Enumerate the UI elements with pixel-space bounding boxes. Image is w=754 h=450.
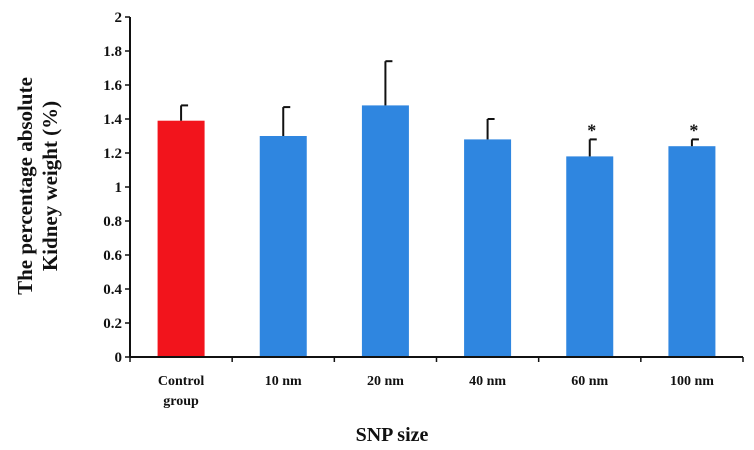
error-bar-1 [282, 106, 291, 136]
x-axis-category-labels: Control group 10 nm 20 nm 40 nm 60 nm 100 nm [158, 374, 714, 409]
y-tick-label-0: 0 [115, 350, 123, 366]
x-tick-label-1: 10 nm [265, 374, 302, 389]
error-bar-2 [384, 60, 393, 106]
x-tick-label-3: 40 nm [469, 374, 506, 389]
bars [157, 105, 716, 358]
y-tick-label-2: 0.4 [103, 282, 122, 298]
bar-4 [566, 156, 614, 357]
y-axis-ticks: 0 0.2 0.4 0.6 0.8 1 1.2 1.4 1.6 1.8 2 [103, 10, 130, 366]
y-tick-label-10: 2 [115, 10, 123, 26]
y-tick-label-9: 1.8 [103, 44, 122, 60]
y-tick-label-5: 1 [115, 180, 123, 196]
bar-1 [259, 136, 307, 357]
y-tick-label-4: 0.8 [103, 214, 122, 230]
x-tick-label-5: 100 nm [670, 374, 714, 389]
error-bar-5 [690, 138, 699, 147]
significance-marker-5: * [689, 120, 698, 140]
bar-3 [464, 139, 512, 357]
x-tick-label-4: 60 nm [571, 374, 608, 389]
error-bar-3 [486, 118, 495, 140]
bar-2 [361, 105, 409, 358]
y-axis-title-line-1: The percentage absolute [13, 77, 37, 295]
y-axis-title-line-2: Kidney weight (%) [38, 101, 62, 271]
error-bar-4 [588, 138, 597, 157]
y-axis-title: The percentage absolute Kidney weight (%… [13, 77, 62, 295]
y-tick-label-7: 1.4 [103, 112, 122, 128]
significance-marker-4: * [587, 120, 596, 140]
y-tick-label-1: 0.2 [103, 316, 122, 332]
y-tick-label-6: 1.2 [103, 146, 122, 162]
y-tick-label-3: 0.6 [103, 248, 122, 264]
significance-markers: * * [587, 120, 698, 140]
y-tick-label-8: 1.6 [103, 78, 122, 94]
x-axis-title: SNP size [356, 424, 429, 446]
error-bars [180, 60, 699, 157]
x-tick-label-0-1: group [163, 394, 199, 409]
x-tick-label-2: 20 nm [367, 374, 404, 389]
x-tick-label-0-0: Control [158, 374, 205, 389]
error-bar-0 [180, 104, 189, 121]
bar-5 [668, 146, 716, 357]
axes [129, 17, 744, 362]
bar-0 [157, 120, 205, 357]
